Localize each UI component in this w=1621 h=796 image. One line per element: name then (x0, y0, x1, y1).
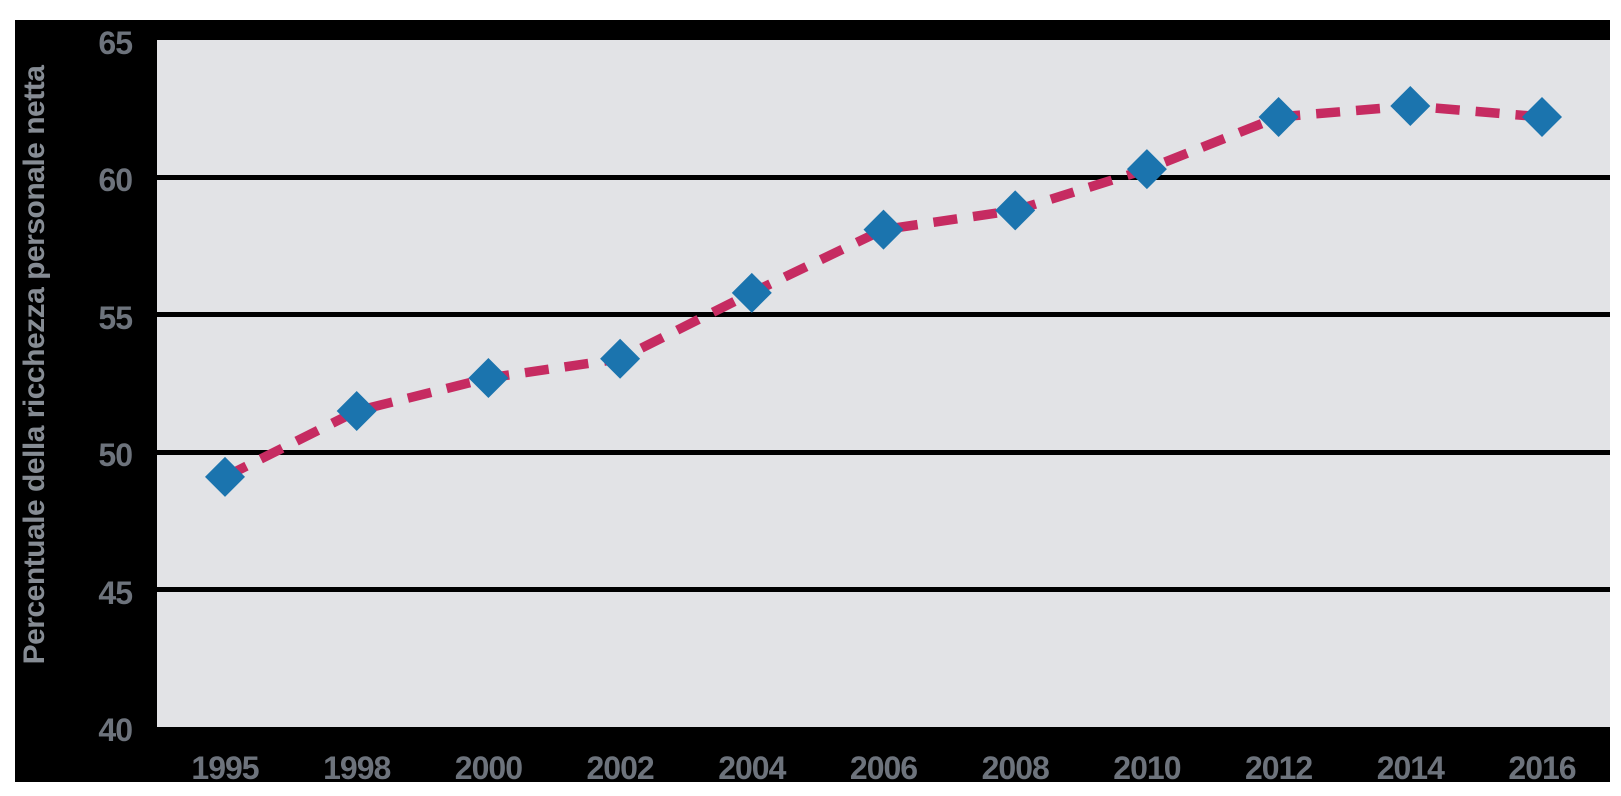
data-point-diamond (205, 456, 245, 497)
x-tick-label: 2010 (1113, 750, 1181, 786)
plot-area (157, 40, 1610, 727)
trend-line (222, 101, 1543, 482)
data-point-diamond (731, 272, 772, 313)
x-tick-label: 2000 (454, 750, 523, 786)
gridline-60 (157, 174, 1610, 180)
x-tick-label: 2012 (1245, 750, 1313, 786)
y-tick-label: 50 (98, 437, 133, 474)
gridline-50 (157, 449, 1610, 455)
data-point-diamond (468, 358, 509, 399)
x-tick-label: 2016 (1508, 750, 1576, 786)
x-tick-label: 2006 (849, 750, 918, 786)
data-point-diamond (1258, 96, 1299, 137)
y-tick-label: 60 (98, 162, 133, 199)
x-tick-label: 1995 (191, 750, 259, 786)
data-point-diamond (995, 190, 1036, 231)
y-axis-title: Percentuale della ricchezza personale ne… (18, 65, 51, 665)
y-tick-label: 45 (98, 574, 133, 611)
x-tick-label: 1998 (323, 750, 391, 786)
gridline-45 (157, 587, 1610, 593)
data-point-diamond (336, 390, 377, 431)
data-point-diamond (600, 338, 641, 379)
y-tick-label: 65 (98, 25, 133, 61)
gridline-55 (157, 312, 1610, 318)
data-point-diamond (1390, 85, 1431, 126)
data-point-diamond (1126, 149, 1167, 190)
x-tick-label: 2014 (1376, 750, 1445, 786)
x-tick-label: 2004 (718, 750, 786, 786)
x-tick-label: 2008 (981, 750, 1050, 786)
y-tick-label: 40 (98, 712, 133, 748)
data-point-diamond (1522, 96, 1562, 137)
y-tick-label: 55 (98, 299, 133, 336)
data-point-diamond (863, 209, 904, 250)
x-tick-label: 2002 (586, 750, 655, 786)
series-svg (205, 85, 1562, 497)
